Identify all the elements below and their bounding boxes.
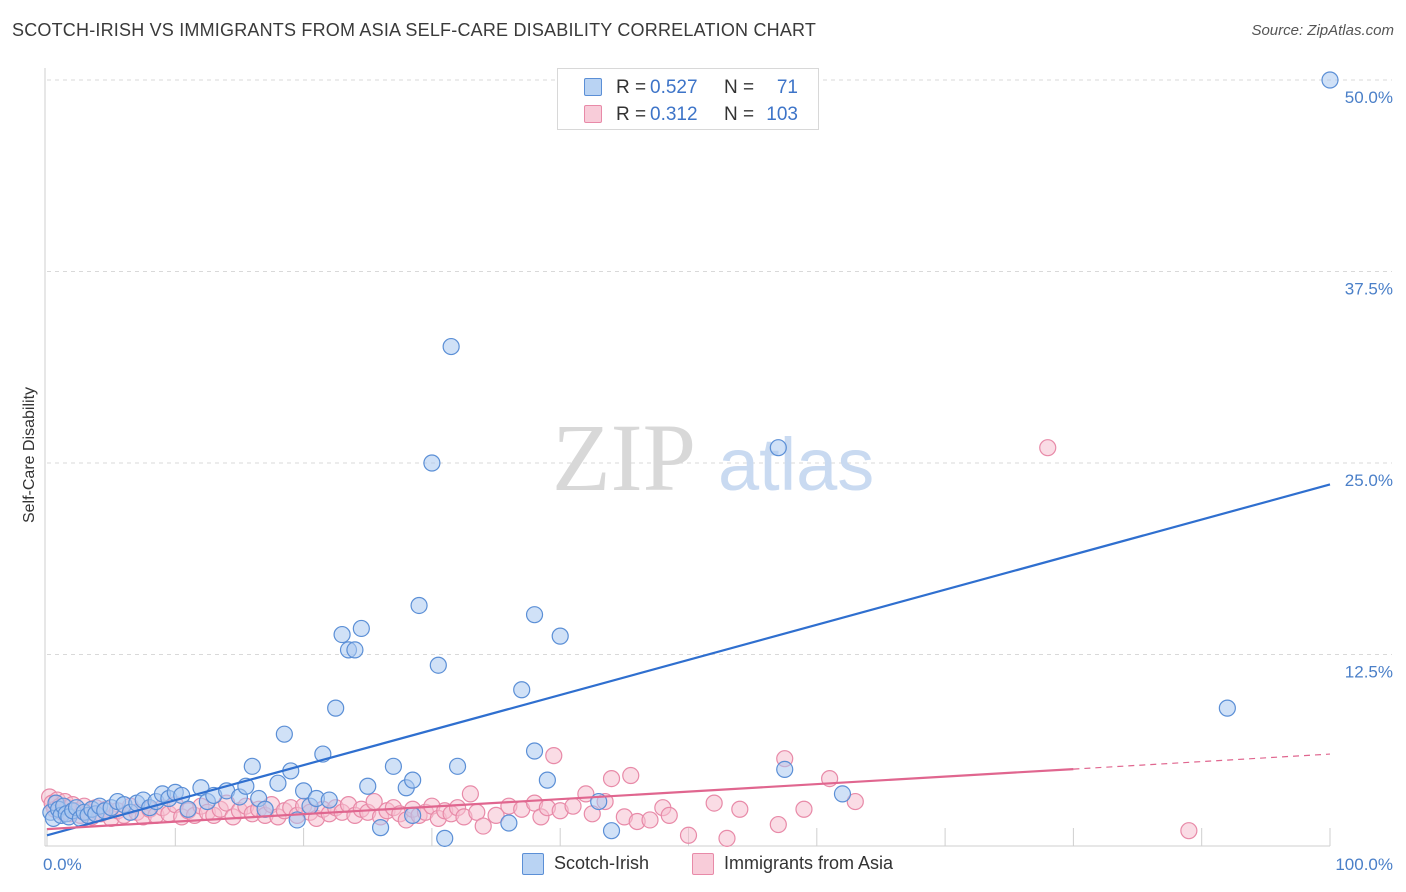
data-point-immigrants-from-asia	[461, 785, 479, 803]
data-point-scotch-irish	[179, 800, 197, 818]
data-point-immigrants-from-asia	[795, 800, 813, 818]
data-point-immigrants-from-asia	[602, 769, 621, 788]
trendline-immigrants-from-asia-dashed	[1073, 753, 1331, 770]
n-value: 71	[776, 77, 798, 98]
data-point-scotch-irish	[525, 606, 544, 624]
n-label: N =	[724, 77, 755, 98]
data-point-scotch-irish	[346, 641, 364, 659]
data-point-scotch-irish	[423, 454, 441, 472]
data-point-immigrants-from-asia	[846, 792, 864, 811]
data-point-scotch-irish	[769, 439, 787, 457]
data-point-scotch-irish	[352, 619, 370, 638]
data-point-scotch-irish	[275, 725, 293, 743]
data-point-immigrants-from-asia	[564, 797, 582, 815]
data-point-immigrants-from-asia	[1039, 439, 1057, 457]
data-point-scotch-irish	[448, 757, 467, 775]
data-point-scotch-irish	[243, 757, 261, 775]
r-value: 0.527	[650, 77, 698, 98]
data-point-scotch-irish	[429, 656, 447, 674]
data-point-scotch-irish	[442, 337, 460, 356]
data-point-scotch-irish	[295, 782, 313, 800]
data-point-scotch-irish	[436, 829, 454, 847]
data-point-scotch-irish	[410, 596, 428, 615]
n-value: 103	[766, 104, 798, 125]
data-point-immigrants-from-asia	[660, 806, 678, 824]
data-point-scotch-irish	[602, 822, 621, 840]
data-point-immigrants-from-asia	[487, 806, 505, 824]
tick-labels: 12.5% 25.0% 37.5% 50.0% 0.0% 100.0%	[43, 88, 1393, 874]
legend-label: Immigrants from Asia	[724, 853, 894, 873]
data-point-scotch-irish	[327, 699, 345, 717]
data-point-scotch-irish	[551, 627, 569, 645]
watermark-zip: ZIP	[552, 404, 696, 511]
data-point-immigrants-from-asia	[1180, 822, 1198, 840]
legend-swatch-blue	[584, 78, 602, 96]
data-point-scotch-irish	[404, 806, 422, 824]
data-point-scotch-irish	[256, 800, 274, 818]
data-point-scotch-irish	[525, 742, 544, 760]
trendline-scotch-irish-solid	[46, 483, 1331, 837]
data-point-immigrants-from-asia	[641, 811, 659, 829]
correlation-legend: R = 0.527 N = 71 R = 0.312 N = 103	[557, 68, 819, 130]
watermark: ZIP atlas	[552, 404, 874, 511]
data-point-scotch-irish	[538, 771, 556, 789]
data-point-immigrants-from-asia	[769, 815, 787, 834]
data-point-scotch-irish	[384, 757, 403, 775]
source-attribution: Source: ZipAtlas.com	[1251, 22, 1394, 39]
data-point-immigrants-from-asia	[679, 826, 698, 844]
y-axis-label: Self-Care Disability	[21, 387, 38, 523]
data-point-immigrants-from-asia	[474, 817, 492, 835]
data-point-scotch-irish	[513, 681, 531, 699]
data-point-immigrants-from-asia	[705, 794, 723, 812]
data-point-scotch-irish	[359, 777, 377, 795]
data-point-scotch-irish	[288, 811, 306, 829]
data-point-immigrants-from-asia	[731, 800, 749, 818]
r-label: R =	[616, 104, 647, 125]
data-point-scotch-irish	[269, 774, 287, 792]
watermark-atlas: atlas	[718, 423, 874, 506]
data-point-immigrants-from-asia	[718, 829, 736, 847]
data-point-scotch-irish	[1218, 699, 1236, 717]
y-tick-label: 25.0%	[1345, 471, 1393, 490]
data-point-scotch-irish	[371, 819, 390, 837]
data-point-immigrants-from-asia	[545, 747, 563, 765]
grid-lines	[47, 79, 1392, 655]
x-tick-label: 0.0%	[43, 855, 82, 874]
data-point-scotch-irish	[833, 785, 852, 803]
data-point-scotch-irish	[320, 791, 338, 809]
series-scotch-irish	[42, 71, 1339, 847]
data-point-scotch-irish	[500, 814, 518, 832]
legend-swatch-blue	[522, 853, 544, 875]
n-label: N =	[724, 104, 755, 125]
chart-title: SCOTCH-IRISH VS IMMIGRANTS FROM ASIA SEL…	[12, 20, 817, 40]
trend-lines	[46, 483, 1331, 837]
data-point-scotch-irish	[776, 760, 794, 779]
legend-swatch-pink	[692, 853, 714, 875]
trendline-immigrants-from-asia-solid	[46, 767, 1074, 831]
legend-swatch-pink	[584, 105, 602, 123]
y-tick-label: 37.5%	[1345, 280, 1393, 299]
data-point-scotch-irish	[333, 625, 351, 644]
series-legend: Scotch-Irish Immigrants from Asia	[0, 852, 1406, 878]
data-point-scotch-irish	[404, 771, 422, 789]
r-value: 0.312	[650, 104, 698, 125]
data-point-immigrants-from-asia	[622, 766, 640, 785]
y-tick-label: 12.5%	[1345, 663, 1393, 682]
x-tick-label: 100.0%	[1335, 855, 1393, 874]
r-label: R =	[616, 77, 647, 98]
y-tick-label: 50.0%	[1345, 88, 1393, 107]
data-point-scotch-irish	[1321, 71, 1339, 89]
legend-label: Scotch-Irish	[554, 853, 650, 873]
